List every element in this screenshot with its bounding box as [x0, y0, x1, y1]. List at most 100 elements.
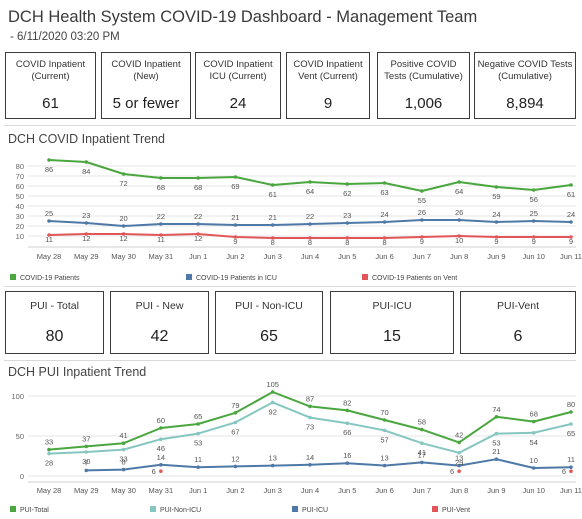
- data-point-pui-icu[interactable]: [569, 465, 573, 469]
- data-point-pui-vent[interactable]: [569, 469, 573, 473]
- legend-swatch: [186, 274, 192, 280]
- data-point-pui-non-icu[interactable]: [47, 451, 51, 456]
- data-point-covid-19-patients-on-vent[interactable]: [382, 236, 387, 240]
- data-point-pui-vent[interactable]: [159, 469, 163, 473]
- data-point-covid-19-patients-in-icu[interactable]: [457, 218, 461, 222]
- data-point-covid-19-patients-on-vent[interactable]: [345, 236, 350, 240]
- data-point-pui-total[interactable]: [382, 418, 387, 422]
- data-label: 66: [343, 428, 351, 437]
- data-point-covid-19-patients-on-vent[interactable]: [196, 232, 200, 236]
- legend-swatch: [432, 506, 438, 512]
- data-point-covid-19-patients[interactable]: [308, 180, 312, 184]
- data-point-pui-icu[interactable]: [308, 463, 312, 467]
- data-point-pui-total[interactable]: [196, 422, 200, 426]
- data-point-covid-19-patients-in-icu[interactable]: [531, 219, 536, 223]
- data-point-pui-total[interactable]: [121, 441, 126, 445]
- data-point-covid-19-patients-on-vent[interactable]: [270, 236, 275, 240]
- data-point-covid-19-patients-on-vent[interactable]: [308, 236, 312, 240]
- x-tick-label: Jun 10: [522, 486, 545, 495]
- data-point-pui-total[interactable]: [569, 410, 573, 414]
- data-point-pui-non-icu[interactable]: [494, 431, 499, 436]
- data-point-pui-total[interactable]: [159, 426, 163, 430]
- data-point-covid-19-patients[interactable]: [121, 172, 126, 176]
- data-point-covid-19-patients-in-icu[interactable]: [159, 222, 163, 226]
- data-point-covid-19-patients-in-icu[interactable]: [233, 223, 238, 227]
- data-point-pui-non-icu[interactable]: [457, 451, 461, 455]
- data-point-covid-19-patients[interactable]: [159, 176, 163, 180]
- data-point-covid-19-patients-on-vent[interactable]: [233, 235, 238, 239]
- data-point-covid-19-patients[interactable]: [47, 158, 51, 162]
- data-point-covid-19-patients[interactable]: [84, 160, 89, 164]
- data-point-covid-19-patients-in-icu[interactable]: [121, 224, 126, 228]
- data-point-covid-19-patients-on-vent[interactable]: [457, 234, 461, 238]
- data-point-pui-vent[interactable]: [457, 469, 461, 473]
- data-point-pui-icu[interactable]: [159, 463, 163, 467]
- data-point-pui-total[interactable]: [531, 419, 536, 424]
- data-point-pui-total[interactable]: [345, 408, 350, 413]
- data-point-covid-19-patients[interactable]: [196, 176, 200, 180]
- data-point-covid-19-patients[interactable]: [420, 189, 424, 193]
- data-point-pui-icu[interactable]: [531, 466, 536, 470]
- data-point-pui-non-icu[interactable]: [345, 421, 350, 425]
- data-point-covid-19-patients[interactable]: [569, 183, 573, 187]
- data-point-pui-non-icu[interactable]: [121, 447, 126, 452]
- data-point-pui-total[interactable]: [270, 390, 275, 394]
- data-point-pui-icu[interactable]: [345, 461, 350, 465]
- data-point-pui-icu[interactable]: [121, 467, 126, 472]
- data-label: 74: [492, 405, 500, 414]
- data-point-covid-19-patients[interactable]: [494, 185, 499, 189]
- data-point-covid-19-patients[interactable]: [531, 188, 536, 192]
- data-label: 65: [194, 412, 202, 421]
- data-label: 105: [266, 380, 279, 389]
- data-point-covid-19-patients-on-vent[interactable]: [569, 235, 573, 239]
- data-point-pui-icu[interactable]: [270, 463, 275, 468]
- data-point-covid-19-patients-in-icu[interactable]: [270, 223, 275, 227]
- data-point-covid-19-patients-on-vent[interactable]: [420, 235, 424, 239]
- data-point-covid-19-patients[interactable]: [382, 181, 387, 185]
- data-point-covid-19-patients-on-vent[interactable]: [84, 232, 89, 236]
- data-point-pui-non-icu[interactable]: [382, 428, 387, 433]
- data-point-pui-non-icu[interactable]: [270, 400, 275, 405]
- data-point-pui-icu[interactable]: [84, 468, 89, 473]
- data-point-pui-total[interactable]: [47, 447, 51, 452]
- data-point-pui-icu[interactable]: [457, 463, 461, 468]
- data-point-pui-icu[interactable]: [233, 464, 238, 469]
- data-point-pui-non-icu[interactable]: [420, 441, 424, 445]
- data-point-pui-total[interactable]: [233, 411, 238, 415]
- data-point-covid-19-patients[interactable]: [345, 182, 350, 186]
- data-point-covid-19-patients-on-vent[interactable]: [121, 232, 126, 236]
- data-point-covid-19-patients-on-vent[interactable]: [494, 235, 499, 239]
- data-point-covid-19-patients-in-icu[interactable]: [569, 220, 573, 224]
- data-point-covid-19-patients[interactable]: [233, 175, 238, 179]
- data-point-pui-non-icu[interactable]: [84, 450, 89, 454]
- data-point-covid-19-patients[interactable]: [270, 183, 275, 187]
- data-point-pui-total[interactable]: [84, 444, 89, 449]
- data-point-covid-19-patients-in-icu[interactable]: [84, 221, 89, 225]
- data-point-pui-total[interactable]: [420, 427, 424, 432]
- data-point-pui-non-icu[interactable]: [233, 420, 238, 425]
- data-point-covid-19-patients-in-icu[interactable]: [420, 218, 424, 222]
- data-point-covid-19-patients-in-icu[interactable]: [382, 220, 387, 224]
- data-point-covid-19-patients-on-vent[interactable]: [159, 233, 163, 237]
- data-point-covid-19-patients-in-icu[interactable]: [345, 221, 350, 225]
- data-point-pui-total[interactable]: [308, 404, 312, 409]
- data-point-covid-19-patients-on-vent[interactable]: [531, 235, 536, 239]
- data-point-covid-19-patients-on-vent[interactable]: [47, 233, 51, 237]
- data-point-pui-non-icu[interactable]: [308, 415, 312, 420]
- data-point-pui-total[interactable]: [494, 415, 499, 419]
- data-point-covid-19-patients-in-icu[interactable]: [308, 222, 312, 226]
- data-point-pui-non-icu[interactable]: [196, 431, 200, 436]
- data-point-pui-non-icu[interactable]: [159, 437, 163, 441]
- data-point-pui-icu[interactable]: [382, 463, 387, 468]
- data-point-covid-19-patients-in-icu[interactable]: [47, 219, 51, 223]
- data-label: 79: [231, 401, 239, 410]
- data-point-pui-icu[interactable]: [196, 465, 200, 469]
- data-point-pui-non-icu[interactable]: [569, 422, 573, 426]
- data-point-pui-icu[interactable]: [420, 460, 424, 465]
- data-point-pui-icu[interactable]: [494, 457, 499, 461]
- data-point-covid-19-patients-in-icu[interactable]: [196, 222, 200, 226]
- data-point-pui-non-icu[interactable]: [531, 431, 536, 435]
- data-point-pui-total[interactable]: [457, 440, 461, 445]
- data-point-covid-19-patients-in-icu[interactable]: [494, 220, 499, 224]
- data-point-covid-19-patients[interactable]: [457, 180, 461, 184]
